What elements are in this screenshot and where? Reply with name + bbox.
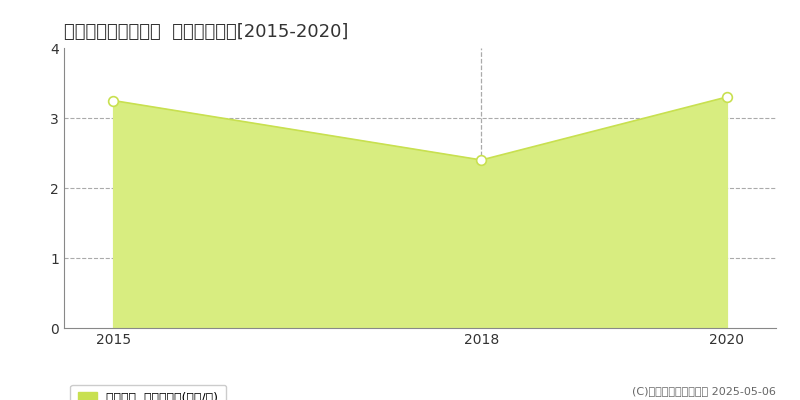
- Point: [475, 157, 488, 163]
- Legend: 土地価格  平均坪単価(万円/坪): 土地価格 平均坪単価(万円/坪): [70, 385, 226, 400]
- Point: [721, 94, 734, 100]
- Text: (C)土地価格ドットコム 2025-05-06: (C)土地価格ドットコム 2025-05-06: [632, 386, 776, 396]
- Text: 上川郡新得町一条北  土地価格推移[2015-2020]: 上川郡新得町一条北 土地価格推移[2015-2020]: [64, 23, 348, 41]
- Point: [106, 97, 119, 104]
